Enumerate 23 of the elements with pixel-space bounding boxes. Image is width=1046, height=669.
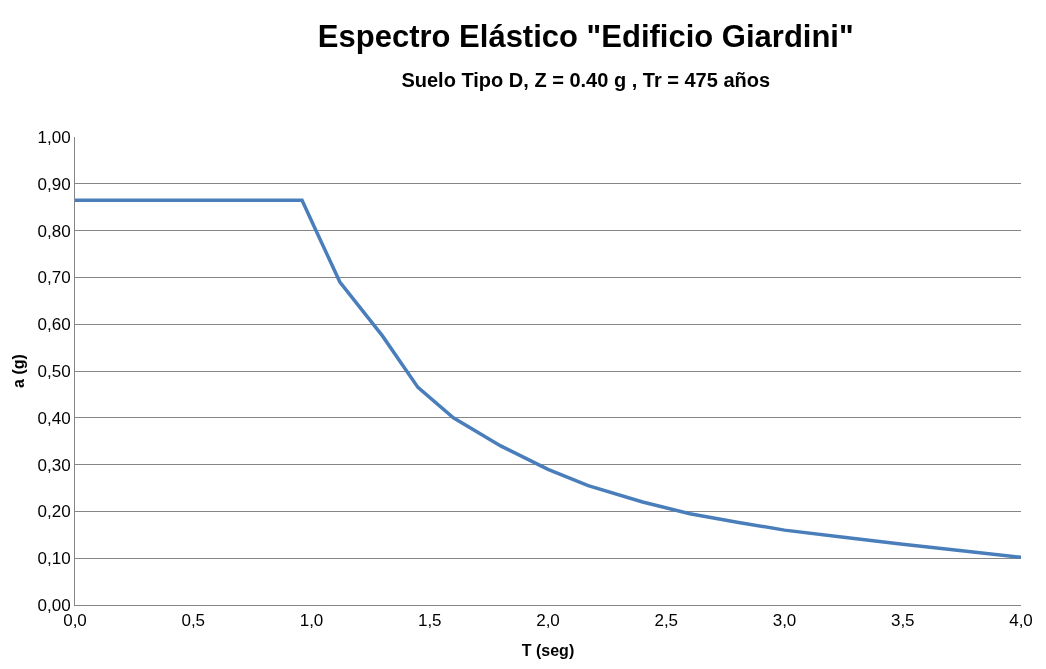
x-axis-title: T (seg): [521, 642, 575, 660]
x-tick-label: 4,0: [1009, 611, 1033, 631]
y-tick-label: 0,80: [37, 221, 71, 241]
y-tick-label: 0,10: [37, 549, 71, 569]
y-tick-label: 0,90: [37, 174, 71, 194]
x-tick-label: 0,5: [181, 611, 206, 631]
y-axis-title: a (g): [10, 354, 28, 388]
line-series: [75, 198, 1021, 560]
y-tick-label: 1,00: [37, 127, 71, 147]
chart-title: Espectro Elástico "Edificio Giardini": [317, 18, 854, 54]
x-tick-label: 2,5: [654, 611, 679, 631]
chart-subtitle: Suelo Tipo D, Z = 0.40 g , Tr = 475 años: [401, 69, 771, 92]
y-tick-label: 0,20: [37, 502, 71, 522]
y-tick-label: 0,60: [37, 315, 71, 335]
x-tick-label: 1,5: [417, 611, 442, 631]
y-tick-label: 0,40: [37, 408, 71, 428]
y-tick-label: 0,70: [37, 268, 71, 288]
x-tick-label: 3,5: [890, 611, 915, 631]
y-tick-label: 0,50: [37, 361, 71, 381]
x-tick-label: 2,0: [536, 611, 560, 631]
x-tick-label: 1,0: [299, 611, 324, 631]
y-tick-label: 0,30: [37, 455, 71, 475]
x-tick-label: 3,0: [772, 611, 797, 631]
